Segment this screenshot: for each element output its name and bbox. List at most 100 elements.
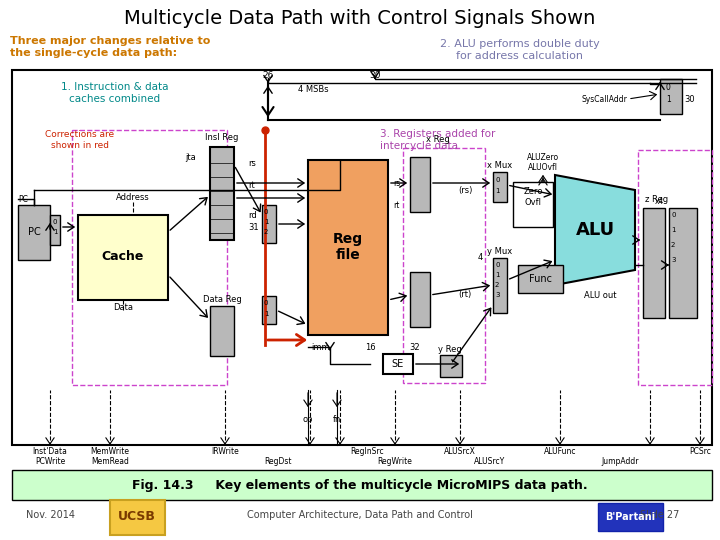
Bar	[598, 503, 663, 531]
Bar	[669, 208, 697, 318]
Text: 26: 26	[262, 71, 274, 80]
Text: 1. Instruction & data
caches combined: 1. Instruction & data caches combined	[61, 82, 168, 104]
Text: x4: x4	[654, 198, 664, 206]
Text: x Reg: x Reg	[426, 136, 450, 145]
Text: 4 MSBs: 4 MSBs	[298, 85, 328, 94]
Text: Zero
Ovfl: Zero Ovfl	[523, 187, 543, 207]
Bar	[18, 205, 50, 260]
Text: ALUSrcY: ALUSrcY	[474, 457, 505, 467]
Bar	[403, 148, 485, 383]
Text: y Mux: y Mux	[487, 247, 513, 256]
Bar	[72, 130, 227, 385]
Text: PC: PC	[18, 194, 28, 204]
Text: 31: 31	[248, 224, 258, 233]
Text: RegInSrc: RegInSrc	[350, 448, 384, 456]
Text: z Reg: z Reg	[645, 195, 668, 205]
Bar	[12, 470, 712, 500]
Text: (rt): (rt)	[459, 291, 472, 300]
Text: 0: 0	[264, 300, 269, 306]
Text: 3: 3	[495, 292, 500, 298]
Text: ALU: ALU	[575, 221, 615, 239]
Text: x Mux: x Mux	[487, 160, 513, 170]
Text: jta: jta	[185, 152, 196, 161]
Text: 16: 16	[365, 343, 375, 353]
Text: 1: 1	[495, 272, 500, 278]
Text: ALUOvfl: ALUOvfl	[528, 164, 558, 172]
Bar	[513, 182, 553, 227]
Text: 1: 1	[53, 229, 58, 235]
Text: (rs): (rs)	[458, 186, 472, 194]
Text: 4: 4	[477, 253, 482, 262]
Bar	[262, 296, 276, 324]
Text: rs: rs	[248, 159, 256, 167]
Bar	[660, 79, 682, 114]
Text: 32: 32	[410, 343, 420, 353]
Text: rs: rs	[393, 179, 400, 187]
Text: 2: 2	[264, 229, 269, 235]
Bar	[78, 215, 168, 300]
Text: 0: 0	[666, 83, 671, 91]
Bar	[410, 272, 430, 327]
Text: Address: Address	[116, 193, 150, 202]
Bar	[110, 500, 165, 535]
Text: 3: 3	[671, 257, 675, 263]
Text: 0: 0	[671, 212, 675, 218]
Bar	[383, 354, 413, 374]
Text: MemWrite: MemWrite	[91, 448, 130, 456]
Text: Slide 27: Slide 27	[640, 510, 680, 520]
Text: 3. Registers added for
intercycle data: 3. Registers added for intercycle data	[380, 129, 495, 151]
Text: Multicycle Data Path with Control Signals Shown: Multicycle Data Path with Control Signal…	[125, 9, 595, 28]
Bar	[440, 355, 462, 377]
Text: ALUSrcX: ALUSrcX	[444, 448, 476, 456]
Text: op: op	[302, 415, 313, 424]
Text: 2: 2	[671, 242, 675, 248]
Text: 0: 0	[264, 209, 269, 215]
Bar	[210, 306, 234, 356]
Text: ALUZero: ALUZero	[527, 153, 559, 163]
Bar	[210, 147, 234, 240]
Text: 30: 30	[684, 96, 695, 105]
Bar	[518, 265, 563, 293]
Text: SysCallAddr: SysCallAddr	[581, 94, 627, 104]
Text: imm: imm	[311, 343, 330, 353]
Text: IRWrite: IRWrite	[211, 448, 239, 456]
Text: 0: 0	[495, 262, 500, 268]
Text: Inst'Data: Inst'Data	[32, 448, 68, 456]
Text: Corrections are
shown in red: Corrections are shown in red	[45, 130, 114, 150]
Text: SE: SE	[392, 359, 404, 369]
Text: 1: 1	[264, 219, 269, 225]
Bar	[493, 258, 507, 313]
Text: 1: 1	[666, 94, 671, 104]
Bar	[50, 215, 60, 245]
Text: RegWrite: RegWrite	[377, 457, 413, 467]
Text: UCSB: UCSB	[118, 510, 156, 523]
Text: rd: rd	[248, 211, 257, 219]
Text: 1: 1	[495, 188, 500, 194]
Text: 2: 2	[495, 282, 500, 288]
Text: Fig. 14.3     Key elements of the multicycle MicroMIPS data path.: Fig. 14.3 Key elements of the multicycle…	[132, 478, 588, 491]
Text: 0: 0	[53, 219, 58, 225]
Text: B'Partani: B'Partani	[605, 512, 655, 522]
Text: Computer Architecture, Data Path and Control: Computer Architecture, Data Path and Con…	[247, 510, 473, 520]
Text: ALUFunc: ALUFunc	[544, 448, 576, 456]
Bar	[638, 150, 712, 385]
Text: ALU out: ALU out	[584, 291, 616, 300]
Bar	[308, 160, 388, 335]
Text: PCWrite: PCWrite	[35, 457, 65, 467]
Bar	[262, 205, 276, 243]
Text: fn: fn	[333, 415, 341, 424]
Text: 2. ALU performs double duty
for address calculation: 2. ALU performs double duty for address …	[440, 39, 600, 61]
Text: Data Reg: Data Reg	[202, 295, 241, 305]
Text: PC: PC	[27, 227, 40, 237]
Text: rt: rt	[248, 180, 255, 190]
Bar	[410, 157, 430, 212]
Bar	[12, 70, 712, 445]
Bar	[643, 208, 665, 318]
Text: 0: 0	[495, 177, 500, 183]
Text: Three major changes relative to
the single-cycle data path:: Three major changes relative to the sing…	[10, 36, 210, 58]
Text: y Reg: y Reg	[438, 346, 462, 354]
Text: 1: 1	[264, 311, 269, 317]
Text: 30: 30	[369, 71, 381, 80]
Text: Func: Func	[528, 274, 552, 284]
Text: 1: 1	[671, 227, 675, 233]
